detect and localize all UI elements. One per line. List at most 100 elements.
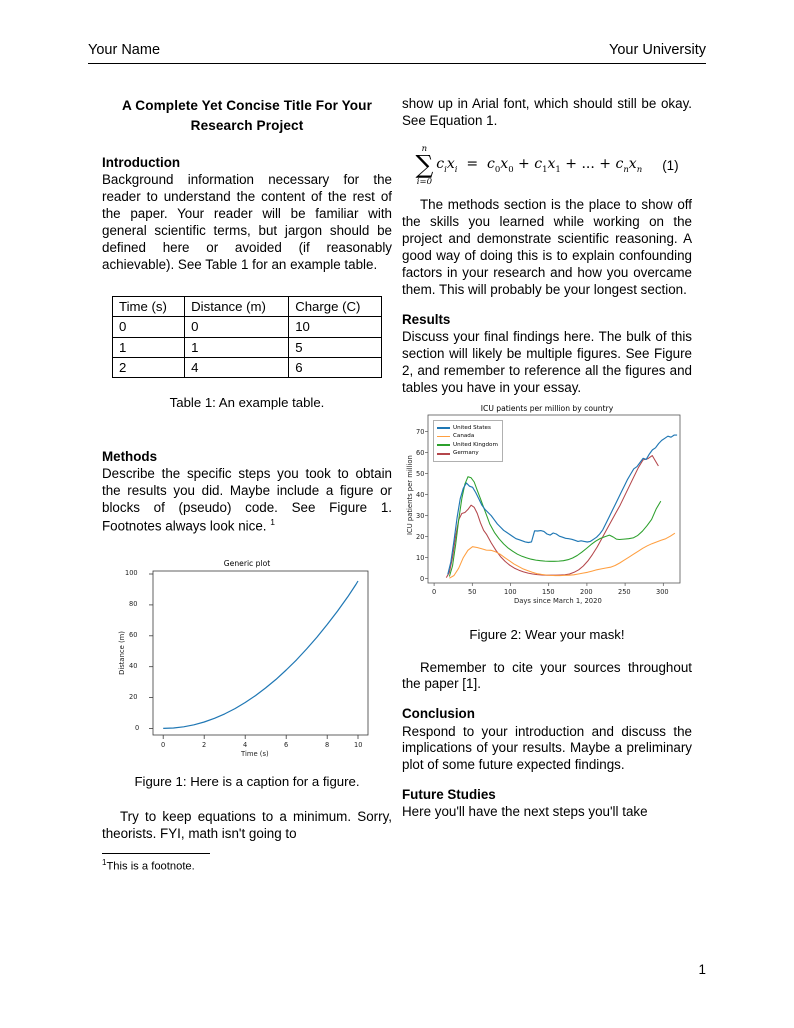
summation-icon: n ∑ i=0 [415,144,433,187]
figure2-ytick-10: 10 [416,553,425,562]
figure2-ylabel: ICU patients per million [406,454,414,535]
figure1-xtick-6: 6 [284,741,289,750]
equation-number: (1) [662,157,679,173]
figure2-title: ICU patients per million by country [480,403,614,413]
running-header: Your Name Your University [88,42,706,64]
table-row: 1 1 5 [111,336,382,358]
heading-results: Results [402,311,451,327]
figure2-xtick-150: 150 [542,587,555,596]
figure2-ytick-40: 40 [416,490,425,499]
page-number: 1 [698,962,706,977]
table-col-header-time: Time (s) [111,296,186,318]
paragraph-methods-cont: The methods section is the place to show… [402,196,692,297]
figure2-ytick-30: 30 [416,511,425,520]
table-cell: 0 [111,316,186,338]
paragraph-results: Discuss your final findings here. The bu… [402,328,692,395]
right-column: show up in Arial font, which should stil… [402,96,692,821]
figure2-block: ICU patients per million by country [402,403,692,642]
figure2-xtick-200: 200 [580,587,593,596]
legend-swatch-icon [437,453,450,455]
figure1-ytick-100: 100 [125,569,138,578]
figure2-xtick-0: 0 [432,587,437,596]
page-title: A Complete Yet Concise Title For Your Re… [122,98,372,133]
paragraph-introduction: Background information necessary for the… [102,172,392,273]
figure2-svg [425,414,681,586]
legend-item-canada: Canada [437,432,498,441]
footnote-rule [102,853,210,855]
figure1-plot: Generic plot [113,557,381,762]
figure2-plot: ICU patients per million by country [402,403,692,613]
figure1-block: Generic plot [102,557,392,789]
table-cell: 0 [184,316,290,338]
figure1-xtick-2: 2 [202,741,207,750]
equation-block: n ∑ i=0 cixi = c0x0 + c1x1 + ... + cnxn … [402,144,692,187]
paragraph-methods: Describe the specific steps you took to … [102,466,392,535]
figure1-xtick-8: 8 [325,741,330,750]
heading-methods: Methods [102,448,158,464]
legend-label: United Kingdom [453,441,498,448]
sigma-glyph: ∑ [415,149,434,179]
figure1-svg [149,570,369,740]
legend-swatch-icon [437,435,450,438]
header-author: Your Name [88,42,161,58]
table-cell: 1 [184,336,290,358]
legend-item-united-kingdom: United Kingdom [437,441,498,450]
paragraph-methods-text: Describe the specific steps you took to … [102,465,392,534]
table-col-header-distance: Distance (m) [184,296,290,318]
figure2-xtick-100: 100 [504,587,517,596]
paragraph-cite: Remember to cite your sources throughout… [402,659,692,692]
paragraph-future-studies: Here you'll have the next steps you'll t… [402,804,648,820]
table-cell: 6 [288,356,382,378]
sum-upper-limit: n [421,143,428,154]
footnote: 1This is a footnote. [102,858,392,874]
two-column-body: A Complete Yet Concise Title For Your Re… [88,96,706,976]
table-cell: 5 [288,336,382,358]
figure1-xtick-4: 4 [243,741,248,750]
legend-swatch-icon [437,427,450,429]
figure1-ytick-0: 0 [135,724,140,733]
table-cell: 4 [184,356,290,378]
table-block: Time (s) Distance (m) Charge (C) 0 0 10 … [102,296,392,410]
equation-body: cixi = c0x0 + c1x1 + ... + cnxn [436,156,643,175]
header-affiliation: Your University [609,42,706,58]
equation-expression: n ∑ i=0 cixi = c0x0 + c1x1 + ... + cnxn [415,144,642,187]
table-caption: Table 1: An example table. [169,394,325,410]
figure1-ytick-60: 60 [129,631,138,640]
figure1-title: Generic plot [223,559,271,569]
figure1-xtick-0: 0 [161,741,166,750]
legend-label: Canada [453,433,475,440]
figure2-ytick-70: 70 [416,427,425,436]
table-row: 2 4 6 [111,356,382,378]
figure2-caption: Figure 2: Wear your mask! [469,626,625,642]
figure2-ytick-60: 60 [416,448,425,457]
figure2-xtick-50: 50 [468,587,477,596]
figure2-xlabel: Days since March 1, 2020 [514,596,602,605]
sum-lower-limit: i=0 [416,176,432,187]
legend-item-united-states: United States [437,424,498,433]
figure2-ytick-0: 0 [420,574,425,583]
heading-conclusion: Conclusion [402,706,475,722]
table-cell: 2 [111,356,186,378]
legend-swatch-icon [437,444,450,446]
figure2-ytick-20: 20 [416,532,425,541]
table-cell: 10 [288,316,382,338]
table-cell: 1 [111,336,186,358]
footnote-marker: 1 [102,858,107,868]
paragraph-conclusion: Respond to your introduction and discuss… [402,723,692,773]
footnote-reference: 1 [270,516,275,527]
table-header-row: Time (s) Distance (m) Charge (C) [111,296,382,318]
figure2-xtick-300: 300 [656,587,669,596]
figure1-ytick-80: 80 [129,600,138,609]
table-row: 0 0 10 [111,316,382,338]
figure1-ytick-20: 20 [129,693,138,702]
paragraph-equations: Try to keep equations to a minimum. Sorr… [102,809,392,842]
heading-future-studies: Future Studies [402,787,496,803]
heading-introduction: Introduction [102,155,181,171]
legend-label: United States [453,424,491,431]
figure1-xtick-10: 10 [354,741,363,750]
figure2-xtick-250: 250 [618,587,631,596]
legend-item-germany: Germany [437,449,498,458]
document-page: Your Name Your University A Complete Yet… [88,0,706,1028]
figure2-legend: United States Canada United Kingdom Germ… [433,419,503,463]
legend-label: Germany [453,450,479,457]
